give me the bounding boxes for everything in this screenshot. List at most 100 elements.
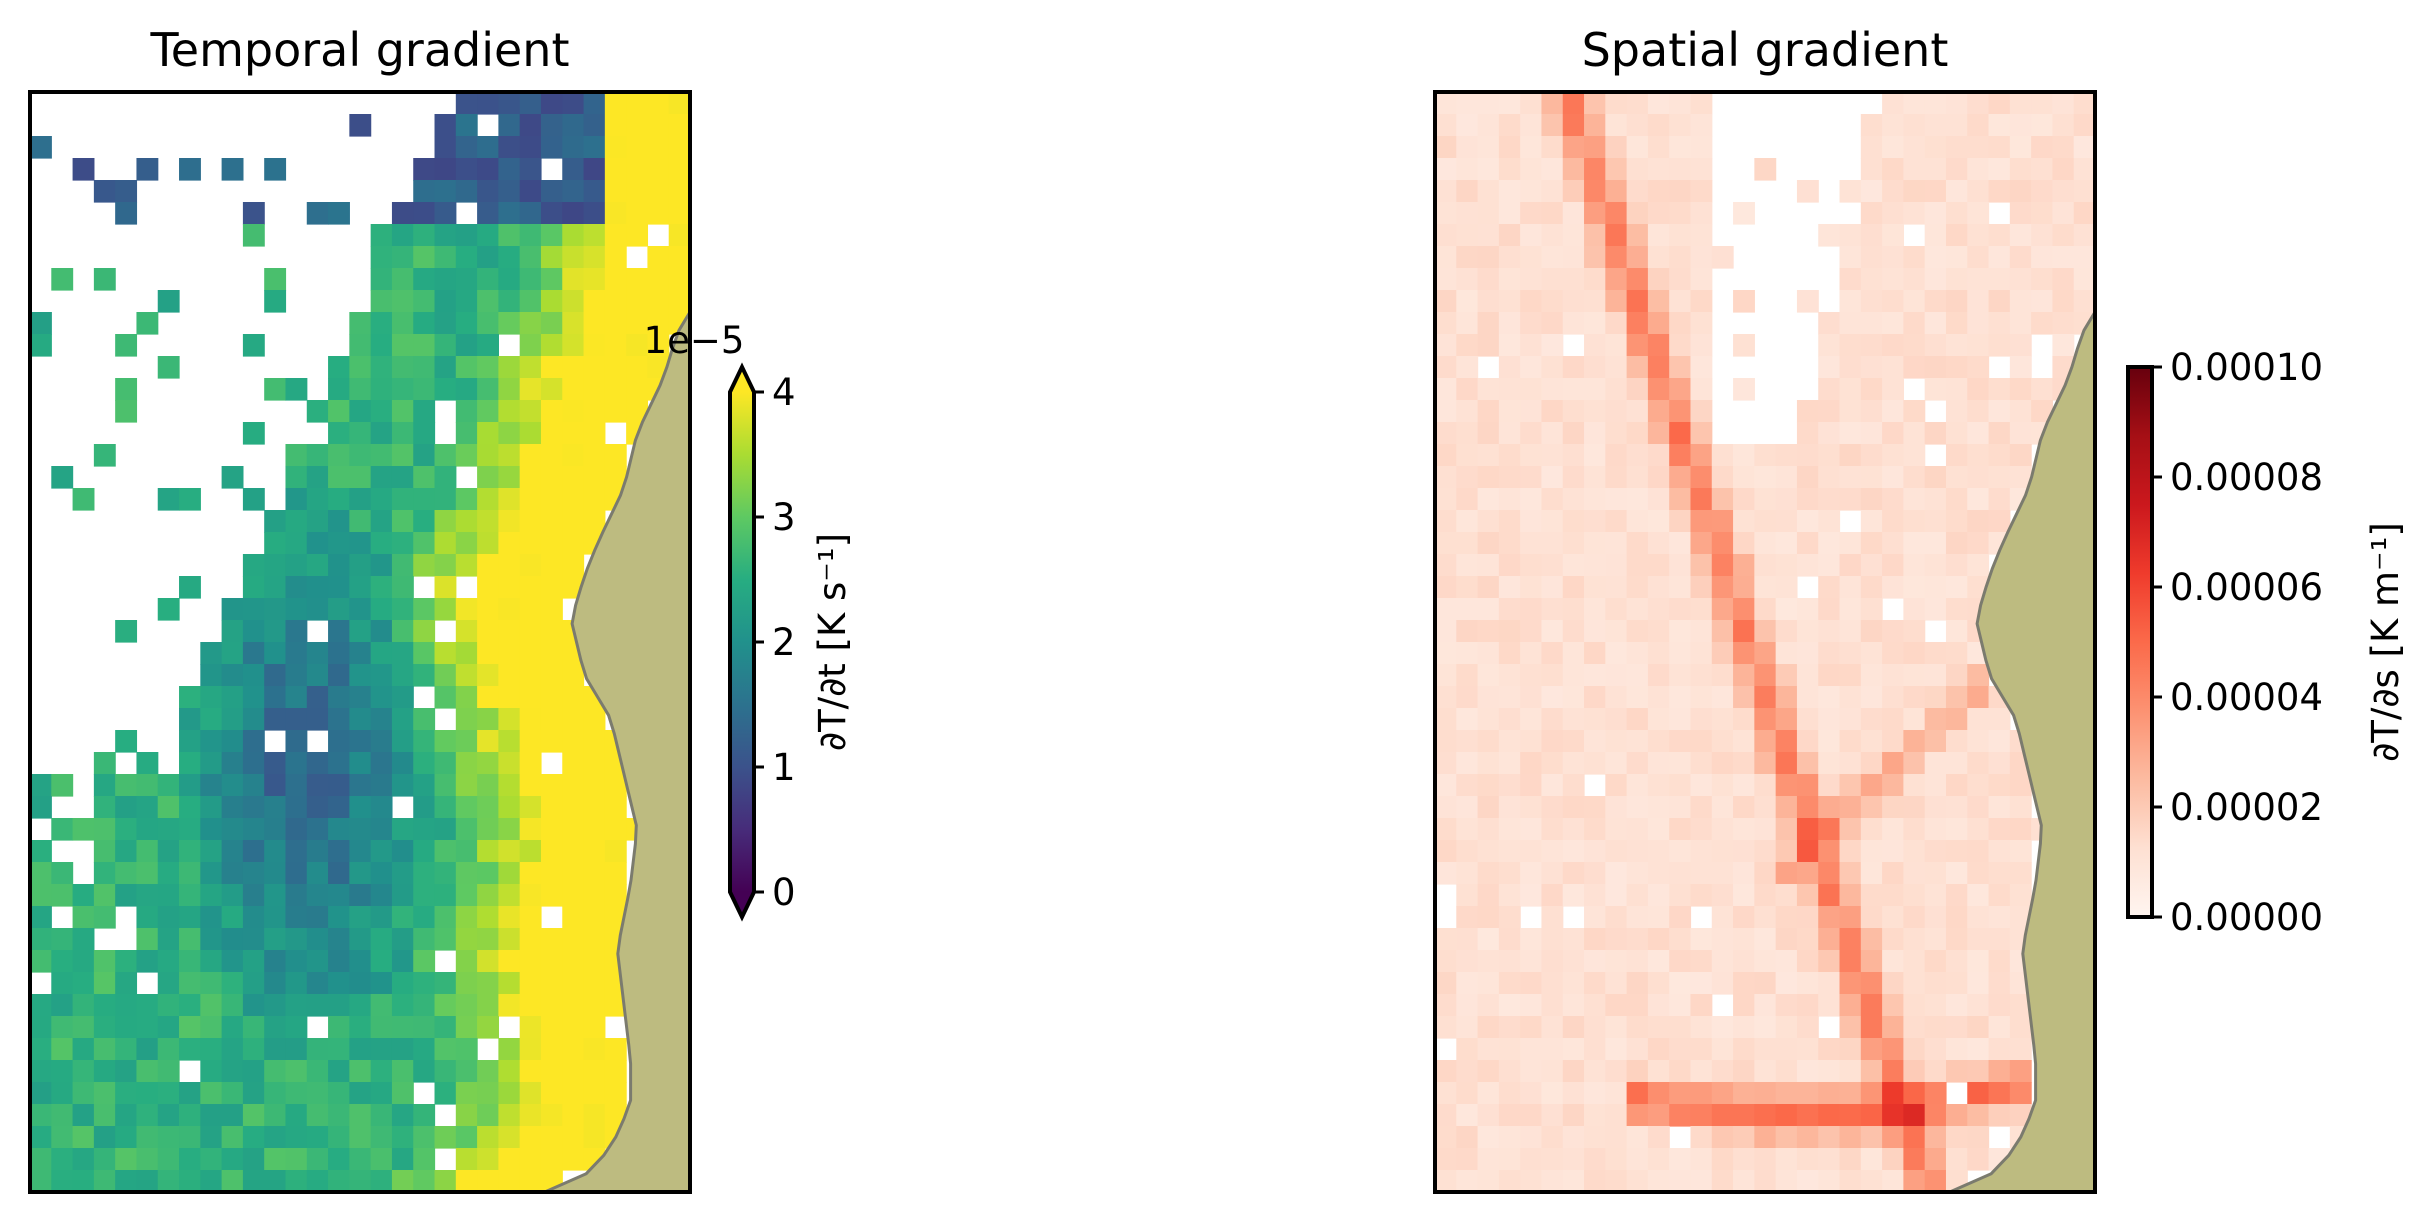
heatmap-cell bbox=[1839, 708, 1862, 731]
heatmap-cell bbox=[1584, 444, 1606, 467]
heatmap-cell bbox=[157, 906, 180, 929]
heatmap-cell bbox=[1903, 1148, 1926, 1171]
heatmap-cell bbox=[1541, 532, 1564, 555]
heatmap-cell bbox=[1520, 1016, 1543, 1039]
heatmap-cell bbox=[1435, 356, 1457, 379]
heatmap-cell bbox=[1988, 752, 2011, 775]
heatmap-cell bbox=[370, 1104, 393, 1127]
heatmap-cell bbox=[1584, 972, 1606, 995]
heatmap-cell bbox=[1733, 510, 1755, 533]
heatmap-cell bbox=[1690, 290, 1713, 313]
heatmap-cell bbox=[1967, 1104, 1990, 1127]
heatmap-cell bbox=[1796, 950, 1819, 973]
heatmap-cell bbox=[1435, 1170, 1457, 1192]
heatmap-cell bbox=[1882, 136, 1904, 159]
heatmap-cell bbox=[498, 620, 521, 643]
heatmap-cell bbox=[1945, 114, 1968, 137]
heatmap-cell bbox=[370, 818, 393, 841]
heatmap-cell bbox=[1520, 510, 1543, 533]
heatmap-cell bbox=[1626, 488, 1649, 511]
heatmap-cell bbox=[1818, 1060, 1841, 1083]
heatmap-cell bbox=[136, 1038, 159, 1061]
heatmap-cell bbox=[498, 1126, 521, 1149]
heatmap-cell bbox=[1733, 202, 1755, 225]
heatmap-cell bbox=[1754, 488, 1777, 511]
heatmap-cell bbox=[179, 884, 201, 907]
colorbar-tick-label: 0.00002 bbox=[2170, 786, 2323, 829]
heatmap-cell bbox=[72, 818, 95, 841]
heatmap-cell bbox=[1924, 488, 1947, 511]
heatmap-cell bbox=[1924, 752, 1947, 775]
heatmap-cell bbox=[1435, 730, 1457, 753]
heatmap-cell bbox=[1882, 312, 1904, 335]
heatmap-cell bbox=[370, 620, 393, 643]
heatmap-cell bbox=[1498, 818, 1521, 841]
heatmap-cell bbox=[1796, 796, 1819, 819]
heatmap-cell bbox=[1860, 818, 1883, 841]
heatmap-cell bbox=[1882, 400, 1904, 423]
heatmap-cell bbox=[306, 1148, 329, 1171]
heatmap-cell bbox=[370, 1060, 393, 1083]
heatmap-cell bbox=[1903, 1082, 1926, 1105]
heatmap-cell bbox=[1754, 576, 1777, 599]
heatmap-cell bbox=[115, 1104, 138, 1127]
heatmap-cell bbox=[455, 114, 478, 137]
heatmap-cell bbox=[562, 202, 585, 225]
heatmap-cell bbox=[498, 400, 521, 423]
heatmap-cell bbox=[136, 312, 159, 335]
heatmap-cell bbox=[1669, 972, 1692, 995]
heatmap-cell bbox=[1647, 290, 1670, 313]
heatmap-cell bbox=[1605, 378, 1628, 401]
heatmap-cell bbox=[200, 818, 223, 841]
heatmap-cell bbox=[51, 928, 74, 951]
heatmap-cell bbox=[1562, 422, 1585, 445]
heatmap-cell bbox=[1690, 246, 1713, 269]
heatmap-cell bbox=[1562, 774, 1585, 797]
heatmap-cell bbox=[1775, 642, 1798, 665]
heatmap-cell bbox=[455, 92, 478, 115]
heatmap-cell bbox=[1945, 510, 1968, 533]
heatmap-cell bbox=[1754, 950, 1777, 973]
heatmap-cell bbox=[1520, 444, 1543, 467]
heatmap-cell bbox=[1647, 708, 1670, 731]
heatmap-cell bbox=[328, 620, 350, 643]
heatmap-cell bbox=[1754, 598, 1777, 621]
heatmap-cell bbox=[1456, 290, 1479, 313]
heatmap-cell bbox=[1584, 92, 1606, 115]
heatmap-cell bbox=[1903, 444, 1926, 467]
heatmap-cell bbox=[583, 708, 606, 731]
heatmap-cell bbox=[285, 928, 308, 951]
heatmap-cell bbox=[242, 796, 265, 819]
heatmap-cell bbox=[540, 510, 563, 533]
heatmap-cell bbox=[1988, 158, 2011, 181]
heatmap-cell bbox=[1477, 840, 1500, 863]
heatmap-cell bbox=[519, 400, 542, 423]
heatmap-cell bbox=[1945, 862, 1968, 885]
heatmap-cell bbox=[306, 1170, 329, 1192]
heatmap-cell bbox=[115, 796, 138, 819]
heatmap-cell bbox=[2073, 92, 2095, 115]
heatmap-cell bbox=[604, 862, 627, 885]
heatmap-cell bbox=[604, 268, 627, 291]
heatmap-cell bbox=[1818, 224, 1841, 247]
heatmap-cell bbox=[51, 268, 74, 291]
heatmap-cell bbox=[30, 1038, 52, 1061]
heatmap-cell bbox=[540, 1148, 563, 1171]
temporal-colorbar-multiplier: 1e−5 bbox=[644, 319, 745, 362]
heatmap-cell bbox=[1435, 1082, 1457, 1105]
heatmap-cell bbox=[306, 400, 329, 423]
heatmap-cell bbox=[1626, 180, 1649, 203]
heatmap-cell bbox=[1541, 1104, 1564, 1127]
heatmap-cell bbox=[413, 1126, 436, 1149]
heatmap-cell bbox=[285, 1016, 308, 1039]
heatmap-cell bbox=[1924, 950, 1947, 973]
heatmap-cell bbox=[562, 664, 585, 687]
heatmap-cell bbox=[1924, 1126, 1947, 1149]
heatmap-cell bbox=[1967, 818, 1990, 841]
heatmap-cell bbox=[1818, 906, 1841, 929]
heatmap-cell bbox=[179, 862, 201, 885]
heatmap-cell bbox=[1562, 1060, 1585, 1083]
heatmap-cell bbox=[1562, 312, 1585, 335]
heatmap-cell bbox=[540, 246, 563, 269]
colorbar-tick-label: 0 bbox=[772, 871, 796, 914]
